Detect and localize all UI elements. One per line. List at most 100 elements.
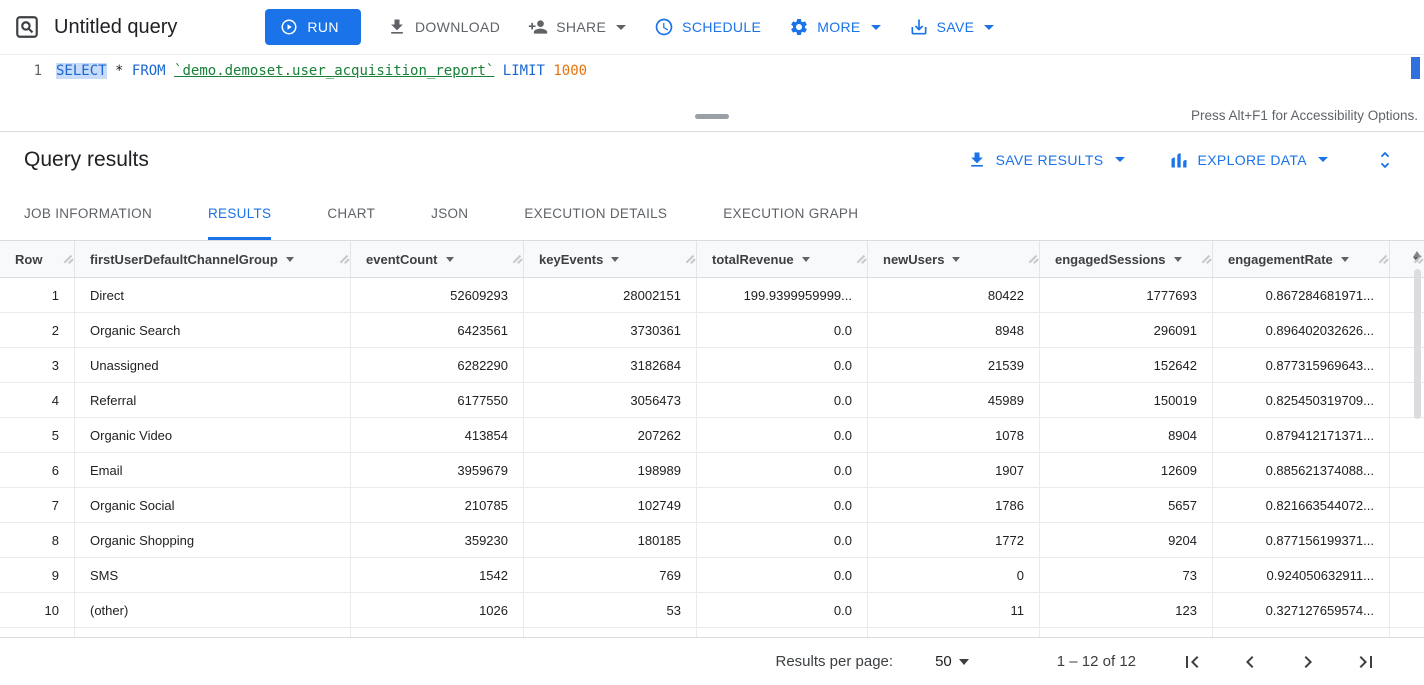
table-cell[interactable]: 0 [868, 628, 1040, 637]
row-number-cell[interactable]: 7 [0, 488, 75, 522]
column-resize-handle-icon[interactable] [511, 254, 521, 264]
table-cell[interactable]: 1078 [868, 418, 1040, 452]
table-cell[interactable]: 1772 [868, 523, 1040, 557]
table-cell[interactable]: 0.821663544072... [1213, 488, 1390, 522]
table-cell[interactable]: 5657 [1040, 488, 1213, 522]
column-menu-caret-icon[interactable] [1340, 256, 1349, 262]
table-cell[interactable]: 1.0 [1213, 628, 1390, 637]
tab-execution-details[interactable]: EXECUTION DETAILS [524, 206, 668, 221]
table-cell[interactable]: 102749 [524, 488, 697, 522]
table-cell[interactable]: 0.924050632911... [1213, 558, 1390, 592]
tab-execution-graph[interactable]: EXECUTION GRAPH [723, 206, 859, 221]
table-cell[interactable]: 1786 [868, 488, 1040, 522]
row-number-cell[interactable]: 1 [0, 278, 75, 312]
table-cell[interactable]: 0.0 [697, 488, 868, 522]
table-cell[interactable]: 73 [1040, 558, 1213, 592]
download-button[interactable]: DOWNLOAD [373, 9, 514, 45]
table-cell[interactable]: Organic Video [75, 418, 351, 452]
scrollbar-thumb[interactable] [1414, 269, 1421, 419]
table-cell[interactable]: 207262 [524, 418, 697, 452]
tab-json[interactable]: JSON [431, 206, 469, 221]
table-cell[interactable]: 1777693 [1040, 278, 1213, 312]
table-cell[interactable]: 3182684 [524, 348, 697, 382]
table-cell[interactable]: 0.0 [697, 523, 868, 557]
table-cell[interactable]: 11 [868, 593, 1040, 627]
column-menu-caret-icon[interactable] [285, 256, 294, 262]
column-menu-caret-icon[interactable] [1173, 256, 1182, 262]
table-cell[interactable]: 21539 [868, 348, 1040, 382]
table-cell[interactable]: 0.879412171371... [1213, 418, 1390, 452]
table-cell[interactable]: 9204 [1040, 523, 1213, 557]
table-cell[interactable]: 123 [1040, 593, 1213, 627]
table-cell[interactable]: 0.327127659574... [1213, 593, 1390, 627]
table-cell[interactable]: 199.9399959999... [697, 278, 868, 312]
table-cell[interactable]: 769 [524, 558, 697, 592]
column-menu-caret-icon[interactable] [952, 256, 961, 262]
table-cell[interactable]: Organic Social [75, 488, 351, 522]
column-resize-handle-icon[interactable] [62, 254, 72, 264]
table-cell[interactable]: (other) [75, 593, 351, 627]
table-cell[interactable]: 45989 [868, 383, 1040, 417]
table-cell[interactable]: 6423561 [351, 313, 524, 347]
table-cell[interactable]: 53 [524, 593, 697, 627]
column-resize-handle-icon[interactable] [1027, 254, 1037, 264]
last-page-button[interactable] [1352, 648, 1380, 676]
table-cell[interactable]: 80422 [868, 278, 1040, 312]
table-cell[interactable]: 0.0 [697, 313, 868, 347]
table-cell[interactable]: 0 [868, 558, 1040, 592]
column-header-newUsers[interactable]: newUsers [868, 241, 1040, 277]
column-header-engagementRate[interactable]: engagementRate [1213, 241, 1390, 277]
table-cell[interactable]: 0.0 [697, 453, 868, 487]
row-number-cell[interactable]: 5 [0, 418, 75, 452]
table-cell[interactable]: 52609293 [351, 278, 524, 312]
table-cell[interactable]: Direct [75, 278, 351, 312]
table-cell[interactable]: 198989 [524, 453, 697, 487]
column-resize-handle-icon[interactable] [338, 254, 348, 264]
column-header-Row[interactable]: Row [0, 241, 75, 277]
row-number-cell[interactable]: 11 [0, 628, 75, 637]
table-cell[interactable]: 0.0 [697, 348, 868, 382]
column-menu-caret-icon[interactable] [445, 256, 454, 262]
table-cell[interactable]: 150019 [1040, 383, 1213, 417]
column-header-eventCount[interactable]: eventCount [351, 241, 524, 277]
page-size-select[interactable]: 50 [935, 653, 969, 670]
table-cell[interactable]: 0.896402032626... [1213, 313, 1390, 347]
panel-resize-handle[interactable] [695, 114, 729, 119]
table-cell[interactable]: 152642 [1040, 348, 1213, 382]
editor-overview-ruler-marker[interactable] [1411, 57, 1420, 79]
schedule-button[interactable]: SCHEDULE [640, 9, 775, 45]
table-cell[interactable]: 8948 [868, 313, 1040, 347]
table-cell[interactable]: Organic Search [75, 313, 351, 347]
column-resize-handle-icon[interactable] [1200, 254, 1210, 264]
table-scrollbar[interactable] [1411, 243, 1423, 635]
code-line[interactable]: SELECT * FROM `demo.demoset.user_acquisi… [56, 55, 587, 105]
table-cell[interactable]: 28002151 [524, 278, 697, 312]
table-cell[interactable]: 296091 [1040, 313, 1213, 347]
table-cell[interactable]: 0.885621374088... [1213, 453, 1390, 487]
first-page-button[interactable] [1178, 648, 1206, 676]
column-header-engagedSessions[interactable]: engagedSessions [1040, 241, 1213, 277]
row-number-cell[interactable]: 9 [0, 558, 75, 592]
explore-data-button[interactable]: EXPLORE DATA [1169, 150, 1328, 170]
row-number-cell[interactable]: 2 [0, 313, 75, 347]
table-cell[interactable]: SMS [75, 558, 351, 592]
row-number-cell[interactable]: 10 [0, 593, 75, 627]
table-cell[interactable]: 6177550 [351, 383, 524, 417]
row-number-cell[interactable]: 6 [0, 453, 75, 487]
tab-results[interactable]: RESULTS [208, 187, 272, 240]
table-cell[interactable]: 0.825450319709... [1213, 383, 1390, 417]
table-cell[interactable]: 12609 [1040, 453, 1213, 487]
column-header-totalRevenue[interactable]: totalRevenue [697, 241, 868, 277]
row-number-cell[interactable]: 8 [0, 523, 75, 557]
expand-results-button[interactable] [1372, 147, 1398, 173]
table-cell[interactable]: 1026 [351, 593, 524, 627]
share-button[interactable]: SHARE [514, 9, 640, 45]
column-header-firstUserDefaultChannelGroup[interactable]: firstUserDefaultChannelGroup [75, 241, 351, 277]
tab-chart[interactable]: CHART [327, 206, 376, 221]
row-number-cell[interactable]: 3 [0, 348, 75, 382]
column-header-clipped[interactable] [1390, 241, 1424, 277]
table-cell[interactable]: Unassigned [75, 348, 351, 382]
column-menu-caret-icon[interactable] [801, 256, 810, 262]
table-cell[interactable]: 4 [1040, 628, 1213, 637]
tab-job-information[interactable]: JOB INFORMATION [24, 206, 152, 221]
